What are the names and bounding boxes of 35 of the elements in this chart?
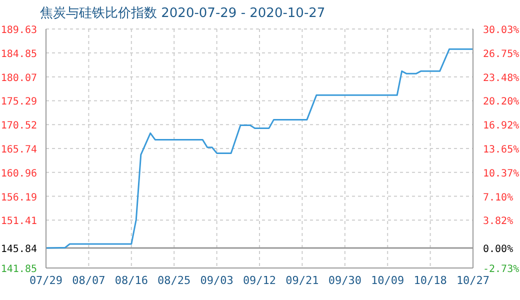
x-tick-label: 09/30 xyxy=(328,274,362,287)
y2-tick-label: 7.10% xyxy=(483,192,514,204)
x-tick-label: 09/12 xyxy=(242,274,276,287)
y2-tick-label: 20.20% xyxy=(483,96,520,108)
x-tick-label: 09/03 xyxy=(200,274,234,287)
x-tick-label: 07/29 xyxy=(29,274,63,287)
y2-tick-label: 3.82% xyxy=(483,216,514,228)
line-series xyxy=(46,48,473,249)
y-tick-label: 184.85 xyxy=(0,48,37,60)
y-tick-label: 165.74 xyxy=(0,144,37,156)
y2-tick-label: 23.48% xyxy=(483,72,520,84)
y-tick-label: 170.52 xyxy=(0,120,37,132)
x-tick-label: 10/18 xyxy=(414,274,447,287)
x-tick-label: 08/07 xyxy=(72,274,106,287)
y-tick-label: 145.84 xyxy=(0,244,37,256)
x-tick-label: 08/25 xyxy=(158,274,191,287)
y-tick-label: 160.96 xyxy=(0,168,37,180)
y2-tick-label: 30.03% xyxy=(483,25,520,36)
chart-title: 焦炭与硅铁比价指数 2020-07-29 - 2020-10-27 xyxy=(40,5,326,22)
y2-tick-label: 26.75% xyxy=(483,48,520,60)
y2-tick-label: 16.92% xyxy=(483,120,520,132)
y-tick-label: 141.85 xyxy=(0,264,37,275)
x-tick-label: 08/16 xyxy=(114,274,148,287)
y2-tick-label: -2.73% xyxy=(483,264,520,275)
x-tick-label: 10/27 xyxy=(456,274,490,287)
y-tick-label: 175.29 xyxy=(0,96,37,108)
y2-tick-label: 10.37% xyxy=(483,168,520,180)
x-tick-label: 09/21 xyxy=(286,274,319,287)
y-tick-label: 189.63 xyxy=(0,25,37,36)
y-tick-label: 180.07 xyxy=(0,72,37,84)
y2-tick-label: 13.65% xyxy=(483,144,520,156)
x-tick-label: 10/09 xyxy=(371,274,404,287)
y-tick-label: 156.19 xyxy=(0,192,37,204)
y-tick-label: 151.41 xyxy=(0,216,37,228)
y2-tick-label: 0.00% xyxy=(483,244,514,256)
